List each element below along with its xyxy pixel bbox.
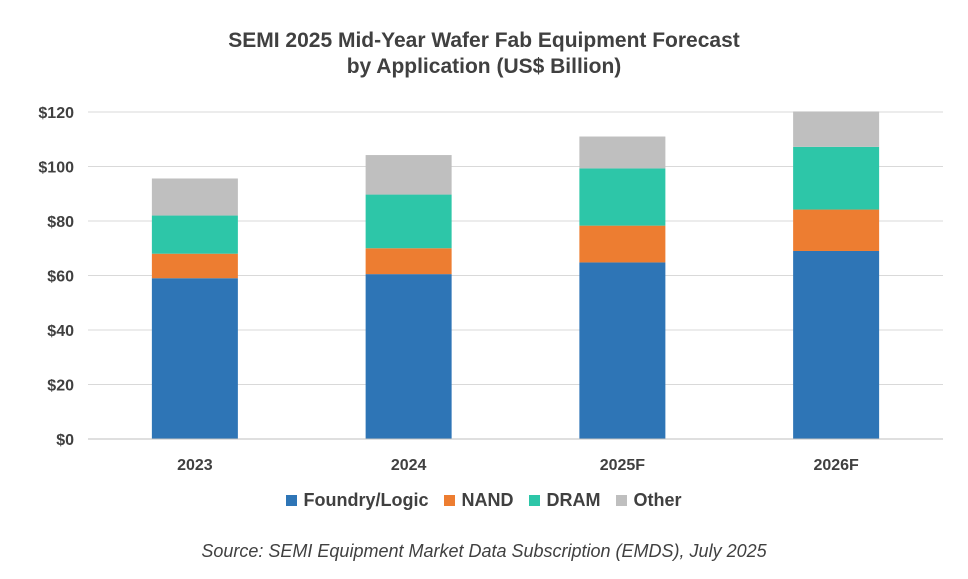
bar-segment	[151, 215, 238, 254]
legend-item-nand: NAND	[444, 490, 513, 511]
bar-segment	[151, 178, 238, 216]
y-tick-label: $60	[47, 269, 74, 286]
chart-legend: Foundry/Logic NAND DRAM Other	[0, 490, 968, 511]
bar-segment	[793, 250, 880, 439]
bar-segment	[793, 209, 880, 251]
legend-label-nand: NAND	[461, 490, 514, 510]
legend-label-foundry-logic: Foundry/Logic	[303, 490, 429, 510]
source-note: Source: SEMI Equipment Market Data Subsc…	[201, 541, 767, 561]
bar-segment	[579, 225, 666, 263]
y-tick-label: $20	[47, 378, 74, 395]
legend-swatch-foundry-logic	[286, 495, 298, 506]
bar-segment	[579, 168, 666, 226]
bar-segment	[579, 136, 666, 169]
x-tick-label: 2025F	[600, 457, 646, 474]
y-tick-label: $120	[38, 105, 74, 122]
legend-item-other: Other	[616, 490, 682, 511]
bar-segment	[365, 248, 452, 275]
bar-segment	[793, 146, 880, 210]
x-tick-label: 2026F	[813, 457, 859, 474]
legend-swatch-dram	[529, 495, 541, 506]
legend-swatch-other	[616, 495, 628, 506]
x-tick-label: 2024	[391, 457, 427, 474]
bar-segment	[793, 111, 880, 147]
bar-segment	[151, 253, 238, 279]
legend-label-dram: DRAM	[546, 490, 601, 510]
bar-segment	[365, 155, 452, 195]
bar-segment	[365, 274, 452, 439]
y-tick-label: $100	[38, 160, 74, 177]
y-tick-label: $80	[47, 214, 74, 231]
y-tick-label: $40	[47, 323, 74, 340]
x-tick-label: 2023	[177, 457, 213, 474]
chart-title-line2: by Application (US$ Billion)	[346, 55, 622, 78]
chart-title-line1: SEMI 2025 Mid-Year Wafer Fab Equipment F…	[228, 29, 740, 52]
legend-label-other: Other	[633, 490, 682, 510]
legend-swatch-nand	[444, 495, 456, 506]
legend-item-foundry-logic: Foundry/Logic	[286, 490, 428, 511]
bar-segment	[365, 194, 452, 249]
legend-item-dram: DRAM	[529, 490, 600, 511]
bar-segment	[579, 262, 666, 439]
y-tick-label: $0	[56, 432, 74, 449]
bar-segment	[151, 278, 238, 439]
